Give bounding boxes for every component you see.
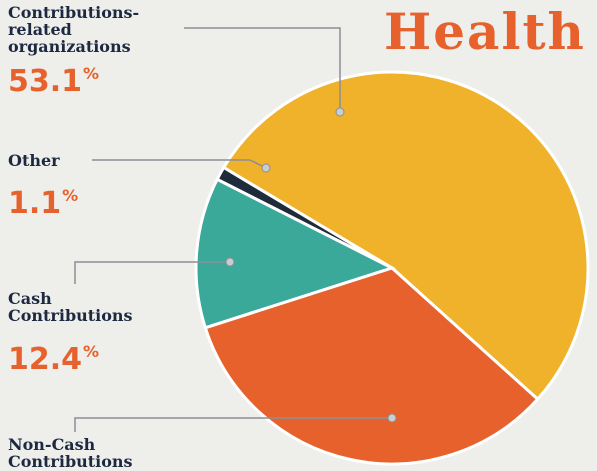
leader-dot [387,413,397,423]
pie-slice [221,70,590,402]
pie-slice [203,266,540,466]
value-label: 53.1% [8,58,99,98]
category-label: Other [8,151,60,170]
chart-title: Health [384,2,586,61]
unit: % [83,342,100,361]
value-text: 1.1 [8,186,62,221]
leader-dot [261,163,271,173]
leader-dots [225,107,397,423]
unit: % [62,186,79,205]
value-text: 53.1 [8,64,83,99]
pie-slice [194,177,396,330]
value-label: 1.1% [8,180,78,220]
leader-dot [225,257,235,267]
value-text: 12.4 [8,342,83,377]
leader-line [184,27,341,112]
leader-line [74,261,230,284]
leader-lines [74,27,392,432]
category-label: Cash Contributions [8,289,133,325]
category-label: Non-Cash Contributions [8,435,133,471]
unit: % [83,64,100,83]
value-label: 12.4% [8,336,99,376]
leader-line [74,417,392,432]
leader-dot [335,107,345,117]
leader-line [92,159,267,169]
category-label: Contributions-related organizations [8,3,140,56]
pie [194,70,590,466]
